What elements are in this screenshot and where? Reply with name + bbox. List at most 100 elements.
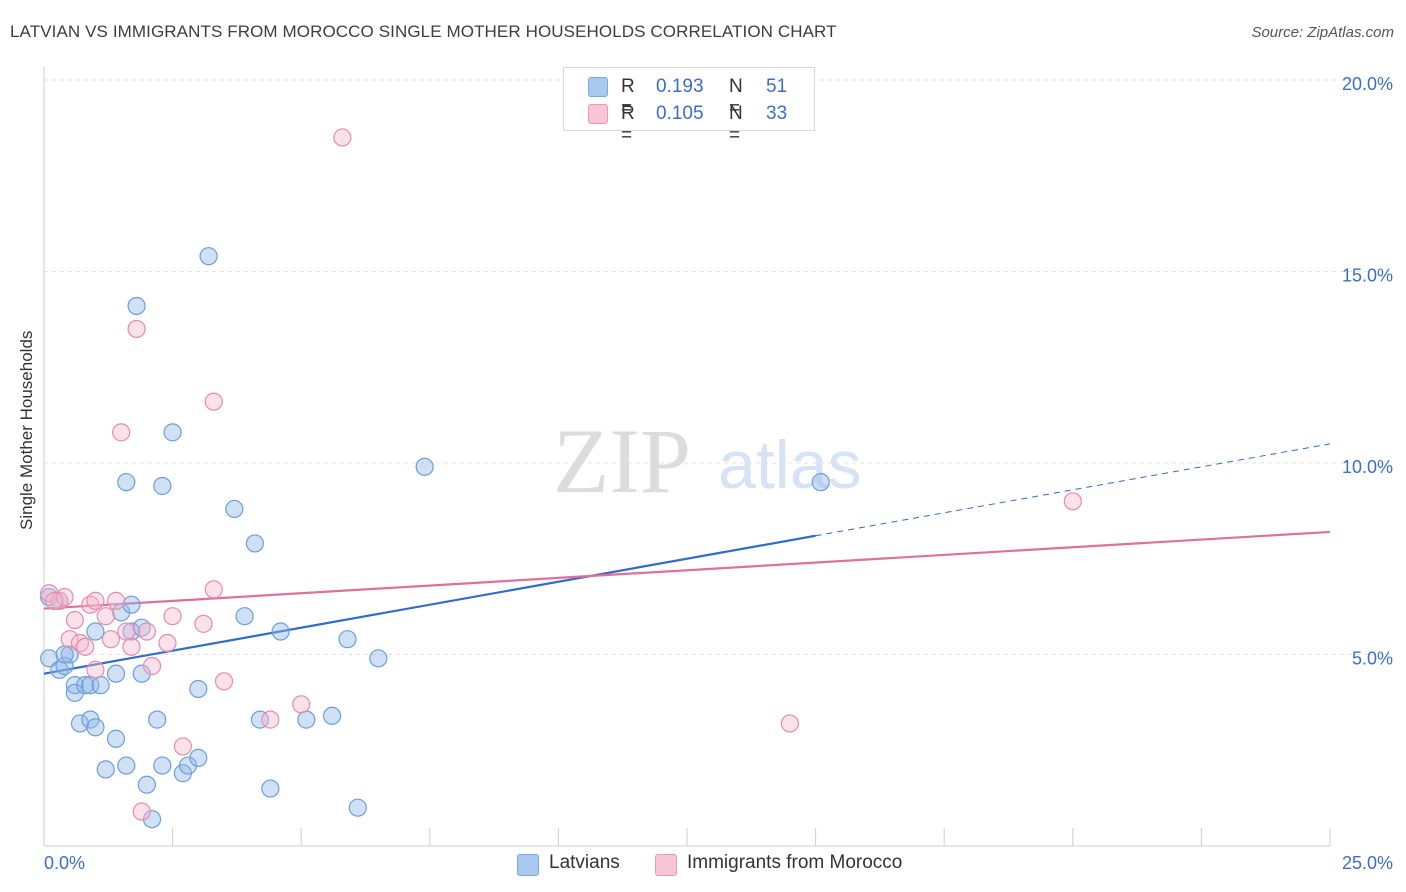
point-latvians bbox=[348, 798, 367, 817]
point-latvians bbox=[369, 649, 388, 668]
y-tick-label: 10.0% bbox=[1342, 457, 1393, 477]
point-latvians bbox=[112, 603, 131, 622]
legend-n-label: N = bbox=[729, 103, 743, 146]
y-axis-label: Single Mother Households bbox=[17, 330, 36, 530]
point-morocco bbox=[780, 714, 799, 733]
legend-n-value: 51 bbox=[766, 76, 788, 97]
point-morocco bbox=[333, 128, 352, 147]
point-latvians bbox=[245, 534, 265, 553]
chart-title: LATVIAN VS IMMIGRANTS FROM MOROCCO SINGL… bbox=[10, 22, 837, 41]
point-latvians bbox=[106, 729, 126, 748]
data-points bbox=[40, 128, 1082, 829]
trend-line-morocco bbox=[43, 530, 1331, 610]
legend-r-value: 0.193 bbox=[656, 76, 704, 97]
point-latvians bbox=[65, 676, 84, 695]
point-morocco bbox=[65, 610, 84, 630]
point-latvians bbox=[96, 760, 115, 779]
point-latvians bbox=[271, 622, 290, 641]
legend-n-value: 33 bbox=[766, 103, 788, 124]
point-morocco bbox=[55, 587, 74, 607]
legend-r-label: R = bbox=[621, 76, 635, 119]
point-morocco bbox=[76, 637, 95, 656]
point-morocco bbox=[132, 802, 151, 821]
point-latvians bbox=[163, 423, 182, 442]
tick-labels: 5.0% 10.0% 15.0% 20.0% 0.0% 25.0% bbox=[44, 74, 1393, 873]
legend-label-latvians: Latvians bbox=[549, 852, 620, 873]
point-latvians bbox=[142, 810, 162, 829]
legend-r-label: R = bbox=[621, 103, 635, 146]
watermark: ZIP atlas bbox=[553, 410, 862, 512]
point-morocco bbox=[86, 591, 105, 610]
chart-source: Source: ZipAtlas.com bbox=[1251, 24, 1394, 41]
point-latvians bbox=[178, 756, 198, 775]
point-latvians bbox=[86, 622, 105, 641]
point-latvians bbox=[76, 676, 95, 695]
y-tick-label: 5.0% bbox=[1352, 649, 1393, 669]
point-latvians bbox=[235, 607, 254, 626]
point-latvians bbox=[117, 756, 136, 775]
point-latvians bbox=[60, 645, 79, 664]
point-latvians bbox=[199, 247, 218, 266]
legend-n-label: N = bbox=[729, 76, 743, 119]
legend-swatch-morocco bbox=[588, 104, 608, 124]
point-latvians bbox=[40, 649, 59, 668]
trend-lines bbox=[43, 443, 1331, 675]
point-latvians bbox=[153, 476, 172, 496]
legend-swatch-latvians bbox=[517, 854, 539, 876]
legend-swatch-morocco bbox=[655, 854, 677, 876]
point-morocco bbox=[127, 319, 146, 339]
point-latvians bbox=[70, 714, 90, 733]
point-latvians bbox=[55, 645, 74, 664]
point-morocco bbox=[194, 614, 213, 633]
point-morocco bbox=[112, 423, 131, 442]
point-morocco bbox=[60, 630, 79, 649]
y-tick-label: 20.0% bbox=[1342, 74, 1393, 94]
point-latvians bbox=[65, 683, 84, 702]
watermark-atlas: atlas bbox=[718, 427, 862, 503]
point-latvians bbox=[148, 710, 167, 729]
gridlines bbox=[44, 79, 1390, 655]
point-morocco bbox=[117, 622, 136, 641]
y-tick-label: 15.0% bbox=[1342, 266, 1393, 286]
point-morocco bbox=[204, 392, 223, 411]
point-latvians bbox=[132, 664, 151, 683]
point-morocco bbox=[106, 591, 126, 610]
point-latvians bbox=[297, 710, 316, 729]
point-latvians bbox=[415, 457, 434, 476]
point-latvians bbox=[153, 756, 172, 775]
point-latvians bbox=[137, 775, 156, 794]
point-morocco bbox=[163, 607, 182, 626]
legend-label-morocco: Immigrants from Morocco bbox=[687, 852, 903, 873]
point-morocco bbox=[96, 607, 115, 626]
stats-legend: R = 0.193 N = 51 R = 0.105 N = 33 bbox=[563, 67, 815, 146]
trend-line-latvians bbox=[43, 534, 816, 675]
point-morocco bbox=[1063, 492, 1082, 511]
point-latvians bbox=[338, 630, 357, 649]
axes bbox=[43, 66, 1331, 847]
point-morocco bbox=[101, 630, 120, 649]
point-morocco bbox=[204, 580, 223, 599]
point-morocco bbox=[122, 637, 141, 656]
point-latvians bbox=[86, 718, 105, 737]
legend-swatch-latvians bbox=[588, 77, 608, 97]
point-latvians bbox=[261, 779, 280, 798]
trend-line-latvians-extension bbox=[815, 443, 1331, 537]
x-tick-label: 25.0% bbox=[1342, 853, 1393, 873]
point-morocco bbox=[173, 737, 192, 756]
watermark-zip: ZIP bbox=[553, 410, 691, 512]
point-morocco bbox=[45, 591, 64, 610]
point-latvians bbox=[189, 679, 208, 699]
point-latvians bbox=[117, 473, 136, 492]
point-latvians bbox=[106, 664, 126, 683]
point-latvians bbox=[225, 499, 244, 519]
point-latvians bbox=[322, 706, 342, 725]
point-latvians bbox=[250, 710, 270, 729]
point-morocco bbox=[158, 633, 177, 653]
point-morocco bbox=[292, 695, 311, 714]
point-latvians bbox=[122, 595, 141, 614]
legend-r-value: 0.105 bbox=[656, 103, 704, 124]
point-latvians bbox=[91, 676, 110, 695]
point-latvians bbox=[811, 473, 830, 492]
point-latvians bbox=[127, 296, 146, 316]
